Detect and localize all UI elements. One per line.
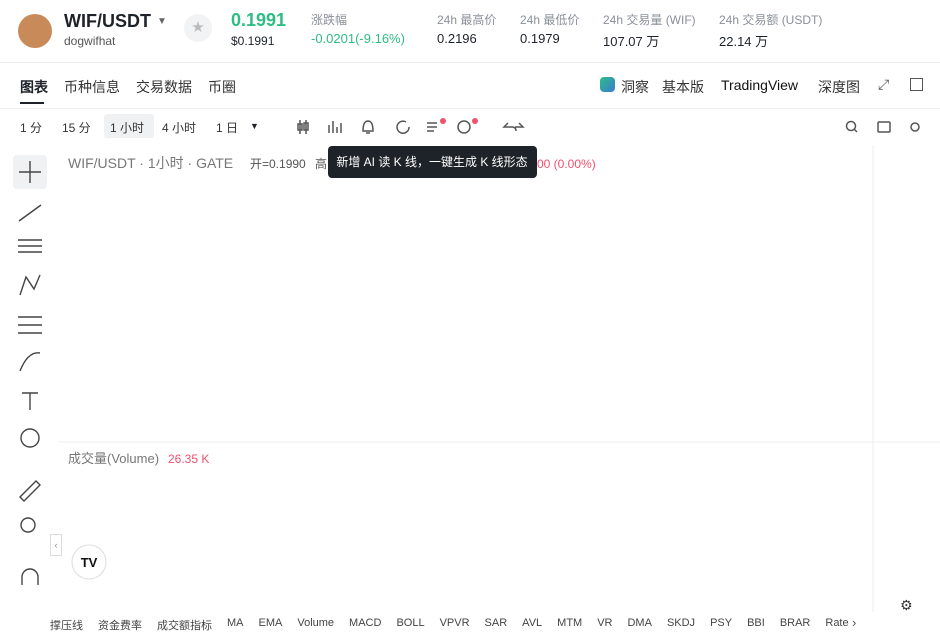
indicators[interactable]: [328, 121, 342, 133]
undo-redo[interactable]: [502, 122, 525, 132]
legend-high: 高: [315, 156, 327, 171]
tab[interactable]: 币种信息: [64, 79, 120, 95]
price: 0.1991: [231, 10, 287, 30]
alert[interactable]: [362, 120, 374, 134]
emoji[interactable]: [20, 428, 40, 448]
tv-logo-mark: TV: [81, 555, 98, 570]
stat-label: 24h 交易额 (USDT): [719, 13, 823, 27]
settings[interactable]: [910, 122, 920, 132]
stat-value: 107.07 万: [603, 34, 660, 49]
interval[interactable]: 1 分: [20, 121, 43, 135]
tv-logo[interactable]: [71, 544, 107, 580]
change: -0.0201(-9.16%): [311, 31, 405, 46]
indicator[interactable]: SKDJ: [666, 617, 696, 629]
indicator-bar: 撑压线 资金费率 成交额指标 MA EMA Volume MACD BOLL VPVR SAR AV…: [50, 617, 849, 633]
fib[interactable]: [18, 316, 42, 334]
interval[interactable]: 4 小时: [162, 121, 197, 135]
legend-open: 开=0.1990: [250, 157, 306, 171]
interval[interactable]: 1 日: [216, 121, 239, 135]
tab[interactable]: 交易数据: [136, 79, 192, 95]
crosshair[interactable]: [19, 161, 41, 183]
collapse[interactable]: ‹: [50, 534, 62, 556]
indicator[interactable]: MA: [227, 617, 244, 629]
indicator[interactable]: PSY: [710, 617, 733, 629]
indicator[interactable]: VPVR: [439, 617, 470, 629]
interval-dropdown[interactable]: ▼: [250, 121, 259, 131]
view-option[interactable]: 基本版: [662, 79, 704, 95]
indicator[interactable]: BRAR: [779, 617, 811, 629]
indicator[interactable]: Rate: [825, 617, 849, 629]
symbol-dropdown[interactable]: ▼: [157, 16, 167, 27]
replay[interactable]: [396, 120, 410, 134]
interval[interactable]: 1 小时: [110, 121, 145, 135]
divider: [0, 62, 940, 63]
ruler[interactable]: [19, 480, 41, 502]
pattern[interactable]: [19, 274, 41, 296]
indicator[interactable]: BBI: [747, 617, 765, 629]
divider: [0, 108, 940, 109]
indicator[interactable]: BOLL: [396, 617, 425, 629]
stat-value: 0.1979: [520, 31, 560, 46]
add[interactable]: [457, 120, 471, 134]
indicator[interactable]: SAR: [484, 617, 508, 629]
symbol[interactable]: WIF/USDT: [64, 11, 151, 31]
indicator[interactable]: MACD: [349, 617, 382, 629]
badge: [440, 118, 446, 124]
tab-underline: [20, 102, 44, 104]
favorite[interactable]: ★: [184, 14, 212, 42]
legend-title: WIF/USDT · 1小时 · GATE: [68, 155, 233, 171]
brush[interactable]: [19, 352, 41, 372]
trend-line[interactable]: [18, 204, 42, 222]
coin-name: dogwifhat: [64, 34, 116, 48]
ai-read[interactable]: [427, 122, 437, 132]
tooltip-bg: [328, 146, 537, 178]
stat-label: 24h 交易量 (WIF): [603, 13, 696, 27]
stat-label: 24h 最低价: [520, 13, 580, 27]
interval-active-bg: [104, 114, 154, 138]
indicator[interactable]: 成交额指标: [157, 620, 212, 632]
window-toggle[interactable]: [910, 78, 923, 91]
tooltip: 新增 AI 读 K 线，一键生成 K 线形态: [336, 154, 527, 169]
tab[interactable]: 币圈: [208, 79, 236, 95]
price-usd: $0.1991: [231, 34, 275, 48]
zoom[interactable]: [20, 517, 36, 533]
settings-bottom[interactable]: ⚙: [900, 597, 913, 613]
volume-title: 成交量(Volume): [68, 451, 159, 466]
indicator[interactable]: Volume: [297, 617, 335, 629]
candle-type[interactable]: [297, 120, 309, 134]
magnet[interactable]: [21, 568, 39, 585]
stat-label: 24h 最高价: [437, 13, 497, 27]
stat-value: 22.14 万: [719, 34, 769, 49]
indicator[interactable]: EMA: [258, 617, 283, 629]
indicator[interactable]: MTM: [557, 617, 583, 629]
coin-icon: [18, 14, 52, 48]
fullscreen[interactable]: ⤢: [878, 76, 890, 92]
legend-change: 00 (0.00%): [537, 157, 596, 171]
text-tool[interactable]: [22, 392, 38, 410]
indicator[interactable]: VR: [597, 617, 613, 629]
badge: [472, 118, 478, 124]
parallel-lines[interactable]: [18, 239, 42, 253]
volume-value: 26.35 K: [168, 452, 209, 466]
indicator[interactable]: AVL: [522, 617, 543, 629]
insight-icon: [600, 77, 615, 92]
scroll-right[interactable]: ›: [852, 615, 857, 630]
indicator[interactable]: DMA: [627, 617, 652, 629]
tab[interactable]: 图表: [20, 79, 48, 95]
change-label: 涨跌幅: [311, 13, 348, 27]
snapshot[interactable]: [877, 121, 891, 133]
drawing-tools: [13, 155, 47, 585]
indicator[interactable]: 资金费率: [98, 620, 142, 632]
view-option[interactable]: 洞察: [621, 79, 649, 95]
kline-chart: WIF/USDT · 1小时 · GATE 开=0.1990 高 00 (0.0…: [58, 145, 940, 612]
indicator[interactable]: 撑压线: [50, 620, 83, 632]
view-option[interactable]: TradingView: [721, 77, 799, 93]
interval[interactable]: 15 分: [62, 121, 91, 135]
stat-value: 0.2196: [437, 31, 477, 46]
chart-toolbar: [297, 118, 920, 134]
view-option[interactable]: 深度图: [818, 79, 860, 95]
search[interactable]: [845, 120, 857, 132]
